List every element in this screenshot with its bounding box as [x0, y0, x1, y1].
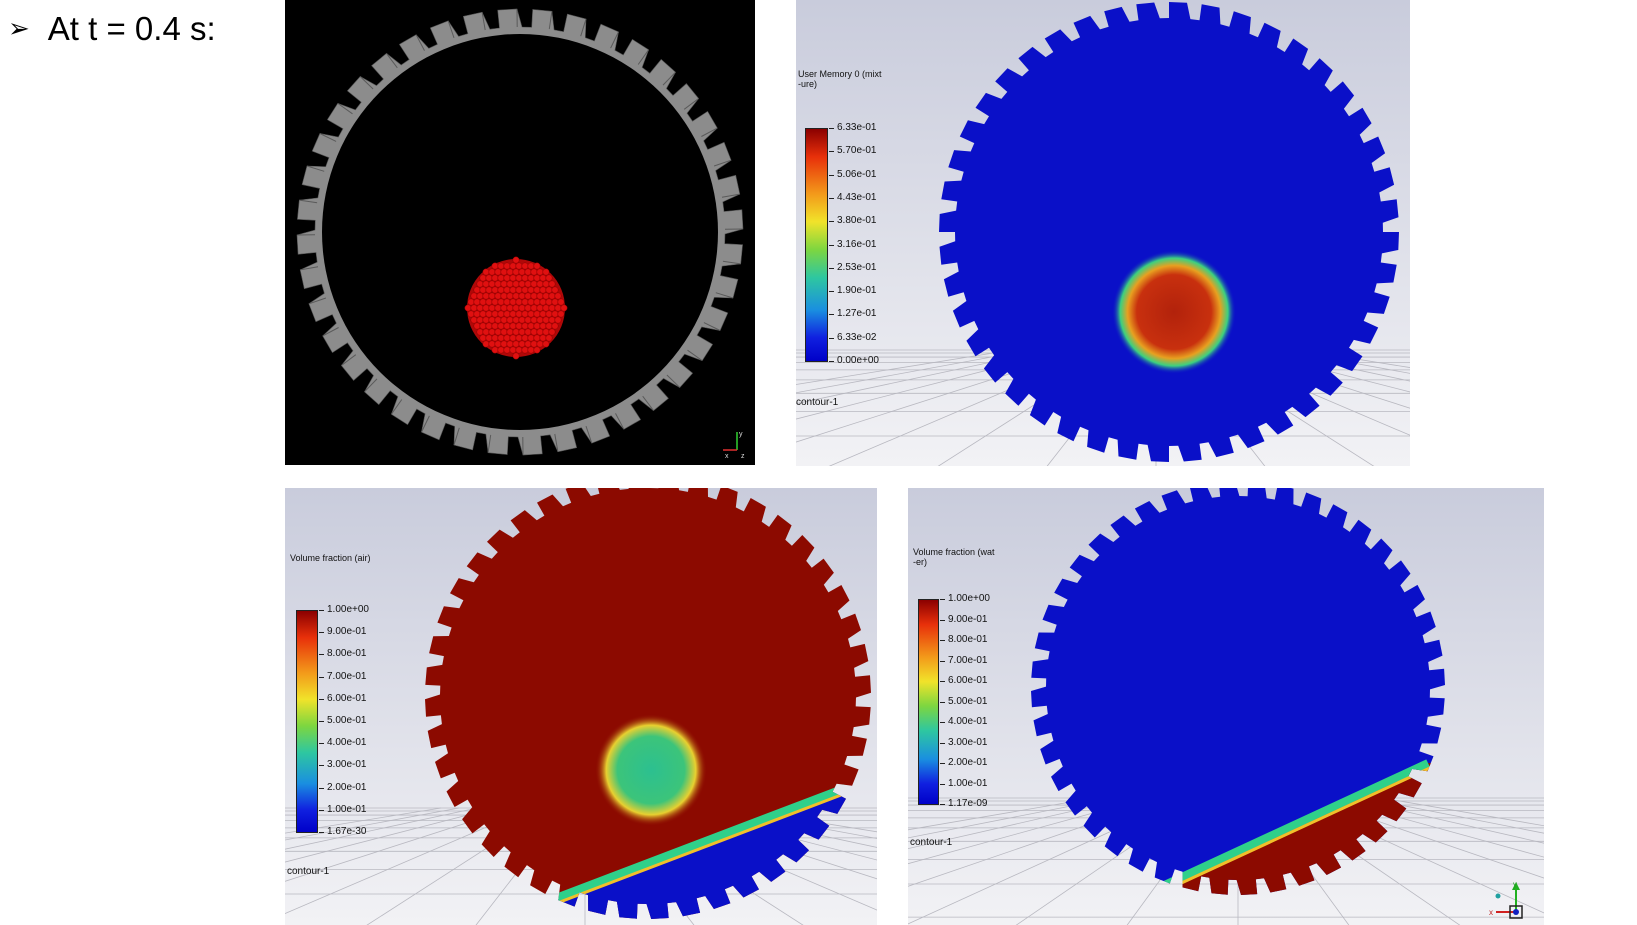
colorbar-tick: [940, 783, 945, 785]
water-fraction-panel: Volume fraction (wat -er) 1.00e+00 9.00e-…: [908, 488, 1544, 925]
axis-label-x: x: [725, 453, 729, 460]
axis-label-y: y: [1513, 880, 1517, 889]
colorbar-tick: [319, 743, 324, 745]
colorbar-tick: [829, 314, 834, 316]
colorbar-tick: [940, 660, 945, 662]
colorbar-label: 1.90e-01: [837, 285, 877, 297]
particle-view-canvas: y x z: [296, 8, 745, 460]
colorbar-tick: [829, 197, 834, 199]
particle-cluster: [464, 256, 568, 360]
domain-gear: [939, 2, 1399, 462]
colorbar-tick: [319, 698, 324, 700]
axis-label-z: z: [741, 453, 745, 460]
colorbar-tick: [829, 244, 834, 246]
colorbar-label: 9.00e-01: [948, 613, 988, 625]
colorbar-tick: [319, 809, 324, 811]
contour-label: contour-1: [287, 866, 330, 877]
colorbar-tick: [940, 681, 945, 682]
colorbar-label: 7.00e-01: [948, 654, 988, 666]
colorbar-label: 6.00e-01: [948, 675, 988, 686]
particle-region: [595, 714, 707, 826]
colorbar-tick: [829, 267, 834, 269]
colorbar-tick: [319, 676, 324, 678]
user-memory-canvas: [796, 0, 1410, 466]
colorbar-label: 9.00e-01: [327, 626, 367, 638]
colorbar-tick: [940, 640, 945, 641]
colorbar-label: 5.06e-01: [837, 168, 877, 180]
colorbar-label: 1.67e-30: [327, 826, 367, 837]
colorbar-label: 1.17e-09: [948, 798, 988, 809]
colorbar-label: 8.00e-01: [327, 648, 367, 660]
colorbar-tick: [940, 804, 945, 805]
domain-gear: [425, 488, 871, 919]
axis-triad-icon: y x: [1488, 880, 1532, 924]
colorbar-label: 3.00e-01: [327, 759, 367, 771]
colorbar-label: 4.43e-01: [837, 191, 877, 203]
colorbar-tick: [829, 221, 834, 223]
colorbar-tick: [829, 337, 834, 339]
axis-label-x: x: [1489, 908, 1493, 917]
colorbar-tick: [829, 128, 834, 129]
colorbar-tick: [829, 174, 834, 176]
colorbar-label: 7.00e-01: [327, 670, 367, 682]
colorbar-tick: [319, 610, 324, 611]
colorbar-tick: [319, 787, 324, 789]
colorbar-label: 5.00e-01: [327, 715, 367, 726]
gear-ring: [296, 8, 744, 456]
colorbar-tick: [940, 619, 945, 621]
contour-label: contour-1: [796, 397, 839, 408]
colorbar-label: 8.00e-01: [948, 634, 988, 645]
colorbar-tick: [940, 599, 945, 600]
colorbar-tick: [940, 763, 945, 764]
water-fraction-canvas: [908, 488, 1544, 925]
colorbar-tick: [940, 701, 945, 703]
colorbar-tick: [319, 654, 324, 656]
user-memory-panel: User Memory 0 (mixt -ure) 6.33e-01 5.70e-…: [796, 0, 1410, 466]
colorbar-tick: [940, 722, 945, 723]
colorbar-tick: [829, 291, 834, 293]
colorbar-label: 2.00e-01: [948, 757, 988, 768]
colorbar-label: 1.00e-01: [948, 777, 988, 789]
colorbar-tick: [940, 742, 945, 744]
colorbar-tick: [319, 765, 324, 767]
colorbar-tick: [319, 721, 324, 722]
colorbar-tick: [319, 832, 324, 833]
colorbar-label: 6.33e-01: [837, 122, 877, 133]
colorbar: [805, 128, 828, 362]
particle-view-panel: y x z: [285, 0, 755, 465]
air-fraction-canvas: [285, 488, 877, 925]
arrow-bullet-icon: ➢: [8, 14, 30, 44]
colorbar-label: 0.00e+00: [837, 355, 879, 366]
colorbar-label: 2.00e-01: [327, 781, 367, 793]
air-fraction-panel: Volume fraction (air) 1.00e+00 9.00e-01 8.…: [285, 488, 877, 925]
colorbar-tick: [829, 151, 834, 153]
colorbar-label: 2.53e-01: [837, 261, 877, 273]
colorbar-label: 1.27e-01: [837, 308, 877, 320]
colorbar-label: 5.00e-01: [948, 695, 988, 707]
colorbar: [296, 610, 318, 833]
colorbar-title: Volume fraction (wat -er): [913, 547, 995, 567]
colorbar-label: 6.33e-02: [837, 331, 877, 343]
colorbar-tick: [829, 361, 834, 362]
axis-triad-icon: y x z: [723, 431, 745, 460]
colorbar: [918, 599, 939, 805]
colorbar-tick: [319, 632, 324, 634]
colorbar-label: 3.16e-01: [837, 238, 877, 250]
colorbar-label: 3.00e-01: [948, 736, 988, 748]
colorbar-label: 1.00e+00: [948, 593, 990, 604]
colorbar-label: 4.00e-01: [948, 716, 988, 727]
axis-label-y: y: [739, 431, 743, 438]
contour-label: contour-1: [910, 837, 953, 848]
colorbar-title: Volume fraction (air): [290, 553, 371, 563]
colorbar-label: 6.00e-01: [327, 692, 367, 704]
slide-heading: ➢ At t = 0.4 s:: [8, 8, 216, 50]
colorbar-label: 5.70e-01: [837, 145, 877, 157]
heading-text: At t = 0.4 s:: [47, 10, 216, 47]
colorbar-label: 1.00e-01: [327, 803, 367, 815]
colorbar-label: 4.00e-01: [327, 737, 367, 749]
mixture-blob: [1112, 250, 1236, 374]
colorbar-label: 1.00e+00: [327, 604, 369, 615]
colorbar-title: User Memory 0 (mixt -ure): [798, 69, 882, 89]
colorbar-label: 3.80e-01: [837, 215, 877, 227]
